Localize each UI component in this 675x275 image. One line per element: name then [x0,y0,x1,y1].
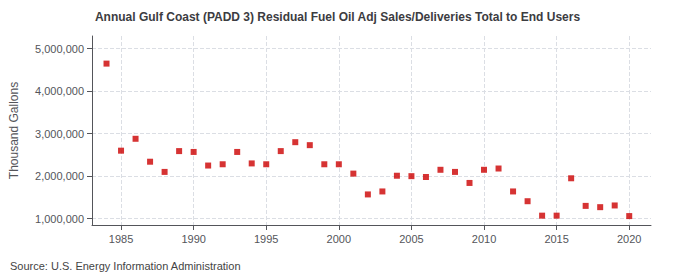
svg-text:Annual Gulf Coast (PADD 3) Res: Annual Gulf Coast (PADD 3) Residual Fuel… [95,10,581,24]
svg-text:3,000,000: 3,000,000 [35,128,84,140]
svg-text:1995: 1995 [254,233,278,245]
svg-text:2015: 2015 [544,233,568,245]
svg-text:2,000,000: 2,000,000 [35,170,84,182]
svg-text:2010: 2010 [472,233,496,245]
svg-text:1990: 1990 [181,233,205,245]
svg-text:2000: 2000 [327,233,351,245]
svg-text:2005: 2005 [399,233,423,245]
svg-text:5,000,000: 5,000,000 [35,43,84,55]
svg-text:1985: 1985 [109,233,133,245]
svg-text:1,000,000: 1,000,000 [35,213,84,225]
svg-text:Source: U.S. Energy Informatio: Source: U.S. Energy Information Administ… [10,260,241,272]
svg-text:2020: 2020 [617,233,641,245]
svg-text:Thousand Gallons: Thousand Gallons [7,82,21,179]
svg-text:4,000,000: 4,000,000 [35,85,84,97]
